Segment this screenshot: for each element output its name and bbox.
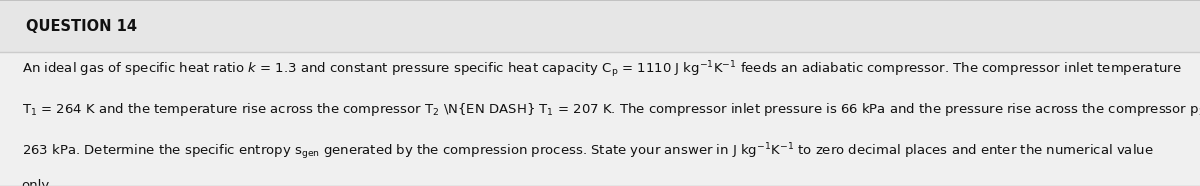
Bar [0,0,1200,52]
Text: 263 kPa. Determine the specific entropy s$_\mathregular{gen}$ generated by the c: 263 kPa. Determine the specific entropy … [22,141,1153,162]
Text: QUESTION 14: QUESTION 14 [26,19,138,33]
Text: only.: only. [22,179,52,186]
Text: An ideal gas of specific heat ratio $\mathit{k}$ = 1.3 and constant pressure spe: An ideal gas of specific heat ratio $\ma… [22,60,1181,80]
Text: T$_\mathregular{1}$ = 264 K and the temperature rise across the compressor T$_\m: T$_\mathregular{1}$ = 264 K and the temp… [22,101,1200,118]
